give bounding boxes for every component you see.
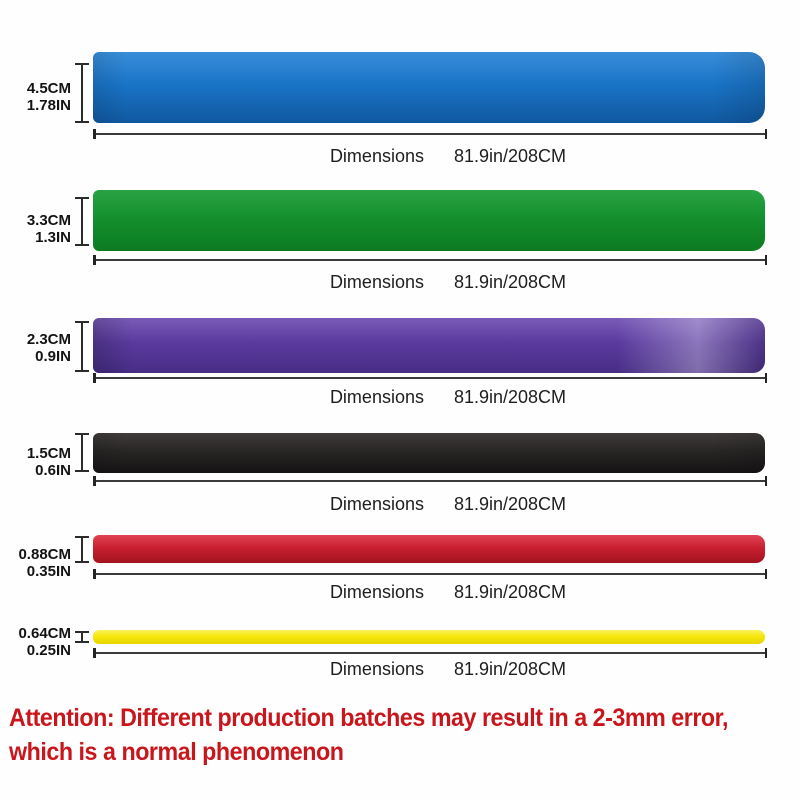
dimensions-value: 81.9in/208CM — [453, 659, 567, 679]
band-size-label: 3.3CM 1.3IN — [0, 212, 71, 246]
band-size-label: 0.64CM 0.25IN — [0, 625, 71, 659]
resistance-band-red — [93, 535, 765, 563]
dimensions-text: Dimensions 81.9in/208CM — [93, 582, 767, 603]
band-size-cm: 2.3CM — [26, 331, 71, 348]
dimensions-value: 81.9in/208CM — [453, 387, 567, 407]
band-size-in: 1.78IN — [26, 97, 71, 114]
dimensions-value: 81.9in/208CM — [453, 494, 567, 514]
dimensions-text: Dimensions 81.9in/208CM — [93, 494, 767, 515]
band-size-cm: 0.88CM — [18, 546, 71, 563]
dimensions-text: Dimensions 81.9in/208CM — [93, 387, 767, 408]
length-measure-line — [93, 373, 767, 383]
dimensions-label: Dimensions — [329, 387, 424, 407]
width-measure-bracket — [75, 433, 89, 472]
band-size-in: 0.35IN — [26, 563, 71, 580]
band-size-in: 0.9IN — [35, 348, 71, 365]
band-size-cm: 3.3CM — [26, 212, 71, 229]
dimensions-label: Dimensions — [329, 582, 424, 602]
band-size-label: 1.5CM 0.6IN — [0, 445, 71, 479]
attention-line2: which is a normal phenomenon — [9, 738, 344, 766]
band-size-in: 0.25IN — [26, 642, 71, 659]
dimensions-value: 81.9in/208CM — [453, 582, 567, 602]
band-size-label: 2.3CM 0.9IN — [0, 331, 71, 365]
band-size-cm: 1.5CM — [26, 445, 71, 462]
width-measure-bracket — [75, 631, 89, 643]
band-size-in: 0.6IN — [35, 462, 71, 479]
dimensions-label: Dimensions — [329, 272, 424, 292]
width-measure-bracket — [75, 63, 89, 123]
resistance-band-black — [93, 433, 765, 473]
length-measure-line — [93, 129, 767, 139]
length-measure-line — [93, 255, 767, 265]
band-size-cm: 0.64CM — [18, 625, 71, 642]
dimensions-label: Dimensions — [329, 659, 424, 679]
dimensions-value: 81.9in/208CM — [453, 146, 567, 166]
resistance-band-blue — [93, 52, 765, 123]
attention-note: Attention: Different production batches … — [9, 701, 800, 769]
width-measure-bracket — [75, 536, 89, 563]
width-measure-bracket — [75, 197, 89, 246]
resistance-band-purple — [93, 318, 765, 373]
width-measure-bracket — [75, 321, 89, 372]
dimensions-value: 81.9in/208CM — [453, 272, 567, 292]
dimensions-text: Dimensions 81.9in/208CM — [93, 146, 767, 167]
band-size-in: 1.3IN — [35, 229, 71, 246]
band-size-label: 4.5CM 1.78IN — [0, 80, 71, 114]
dimensions-label: Dimensions — [329, 494, 424, 514]
length-measure-line — [93, 569, 767, 579]
dimensions-text: Dimensions 81.9in/208CM — [93, 659, 767, 680]
dimensions-label: Dimensions — [329, 146, 424, 166]
resistance-band-green — [93, 190, 765, 251]
band-size-cm: 4.5CM — [26, 80, 71, 97]
attention-line1: Attention: Different production batches … — [9, 704, 728, 732]
resistance-band-yellow — [93, 630, 765, 644]
band-size-label: 0.88CM 0.35IN — [0, 546, 71, 580]
dimensions-text: Dimensions 81.9in/208CM — [93, 272, 767, 293]
length-measure-line — [93, 476, 767, 486]
length-measure-line — [93, 648, 767, 658]
